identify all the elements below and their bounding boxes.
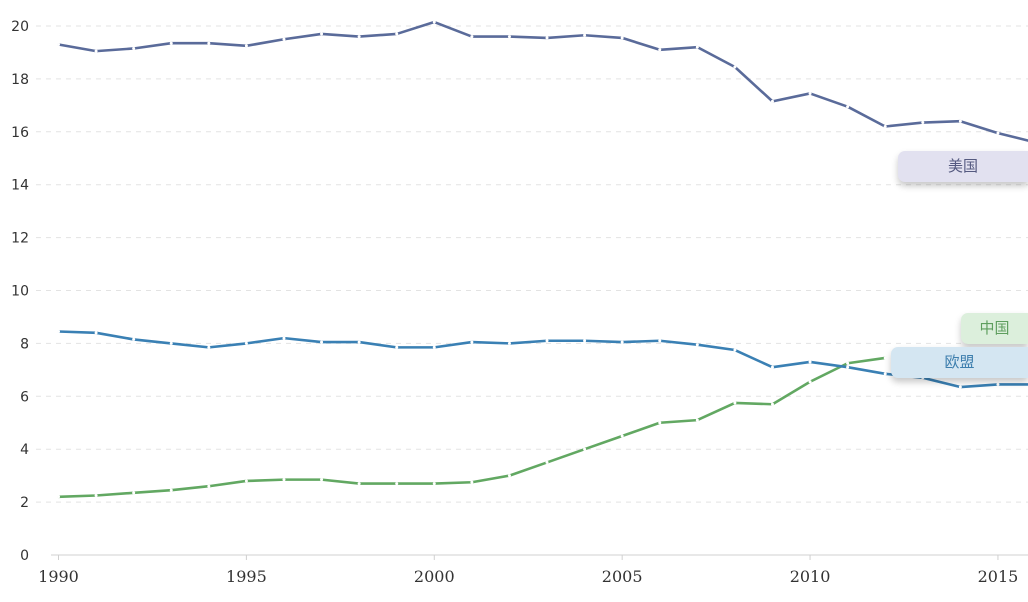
data-point-usa (132, 46, 136, 50)
series-line-china (57, 356, 887, 499)
x-tick-label: 1990 (38, 567, 79, 586)
y-tick-label: 10 (11, 284, 29, 300)
y-tick-label: 4 (20, 442, 29, 458)
data-point-usa (733, 65, 737, 69)
data-point-eu (958, 385, 962, 389)
data-point-china (733, 401, 737, 405)
data-point-china (695, 418, 699, 422)
data-point-eu (620, 340, 624, 344)
data-point-usa (282, 37, 286, 41)
x-tick-label: 2015 (978, 567, 1019, 586)
data-point-usa (620, 36, 624, 40)
data-point-eu (470, 340, 474, 344)
data-point-eu (207, 345, 211, 349)
y-tick-label: 2 (20, 495, 29, 511)
data-point-usa (846, 105, 850, 109)
data-point-china (207, 484, 211, 488)
data-point-china (169, 488, 173, 492)
data-point-eu (658, 339, 662, 343)
data-point-eu (846, 365, 850, 369)
x-tick-label: 1995 (226, 567, 267, 586)
y-tick-label: 8 (20, 336, 29, 352)
data-point-china (357, 482, 361, 486)
y-tick-label: 6 (20, 389, 29, 405)
data-point-eu (244, 341, 248, 345)
legend-tag-usa: 美国 (898, 151, 1028, 182)
data-point-china (507, 474, 511, 478)
data-point-eu (733, 348, 737, 352)
x-tick-label: 2005 (602, 567, 643, 586)
data-point-usa (207, 41, 211, 45)
y-tick-label: 12 (11, 231, 29, 247)
data-point-china (846, 361, 850, 365)
data-point-eu (57, 329, 61, 333)
data-point-eu (169, 341, 173, 345)
data-point-china (94, 493, 98, 497)
data-point-usa (583, 33, 587, 37)
y-tick-label: 18 (11, 72, 29, 88)
data-point-china (320, 478, 324, 482)
data-point-eu (695, 343, 699, 347)
data-point-usa (658, 48, 662, 52)
y-tick-label: 14 (11, 178, 29, 194)
data-point-eu (282, 336, 286, 340)
data-point-usa (357, 35, 361, 39)
legend-tag-china: 中国 (961, 313, 1028, 344)
data-point-eu (996, 382, 1000, 386)
data-point-eu (320, 340, 324, 344)
data-point-eu (94, 331, 98, 335)
data-point-usa (244, 44, 248, 48)
x-tick-label: 2010 (790, 567, 831, 586)
data-point-china (658, 421, 662, 425)
data-point-usa (770, 99, 774, 103)
data-point-china (57, 495, 61, 499)
data-point-usa (808, 91, 812, 95)
data-point-china (432, 482, 436, 486)
data-point-usa (395, 32, 399, 36)
data-point-china (620, 434, 624, 438)
data-point-eu (545, 339, 549, 343)
y-tick-label: 20 (11, 19, 29, 35)
data-point-usa (169, 41, 173, 45)
data-point-china (808, 380, 812, 384)
series-line-usa (57, 20, 1028, 142)
data-point-usa (507, 35, 511, 39)
data-point-eu (883, 372, 887, 376)
data-point-eu (395, 345, 399, 349)
y-tick-label: 0 (20, 548, 29, 564)
data-point-usa (958, 119, 962, 123)
data-point-china (770, 402, 774, 406)
data-point-china (545, 460, 549, 464)
data-point-eu (808, 360, 812, 364)
data-point-china (583, 447, 587, 451)
data-point-usa (57, 43, 61, 47)
legend-tag-eu: 欧盟 (891, 347, 1028, 378)
data-point-eu (770, 365, 774, 369)
y-tick-label: 16 (11, 125, 29, 141)
data-point-usa (470, 35, 474, 39)
data-point-china (395, 482, 399, 486)
data-point-eu (432, 345, 436, 349)
data-point-usa (996, 131, 1000, 135)
data-point-usa (545, 36, 549, 40)
data-point-eu (583, 339, 587, 343)
data-point-china (883, 356, 887, 360)
data-point-usa (883, 125, 887, 129)
data-point-eu (507, 341, 511, 345)
x-tick-label: 2000 (414, 567, 455, 586)
data-point-usa (695, 45, 699, 49)
data-point-eu (357, 340, 361, 344)
data-point-eu (132, 337, 136, 341)
data-point-china (244, 479, 248, 483)
data-point-usa (921, 121, 925, 125)
data-point-usa (432, 20, 436, 24)
data-point-usa (94, 49, 98, 53)
data-point-usa (320, 32, 324, 36)
data-point-china (132, 491, 136, 495)
data-point-china (470, 480, 474, 484)
data-point-china (282, 478, 286, 482)
